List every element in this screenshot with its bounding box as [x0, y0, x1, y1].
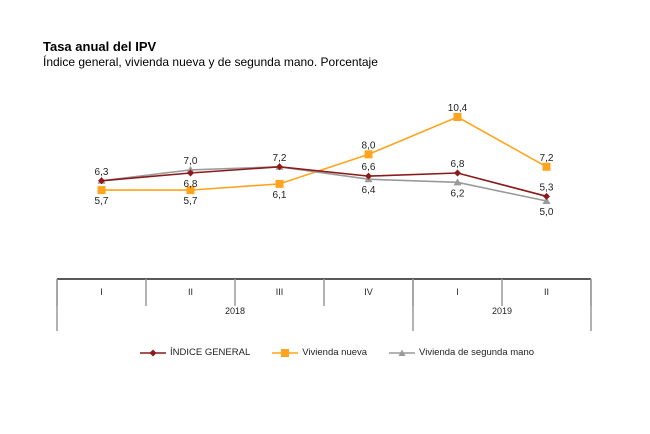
series-line	[101, 116, 547, 191]
series-line	[101, 165, 547, 202]
data-point	[454, 169, 461, 177]
legend-label: ÍNDICE GENERAL	[170, 347, 251, 358]
data-point	[186, 186, 195, 195]
legend-label: Vivienda nueva	[302, 347, 368, 358]
data-point	[364, 150, 373, 159]
data-point	[187, 169, 194, 177]
x-tick-label: I	[456, 287, 459, 297]
legend: ÍNDICE GENERAL Vivienda nueva Vivienda de …	[140, 347, 556, 358]
data-point	[453, 178, 462, 186]
data-label: 6,1	[273, 190, 287, 201]
data-label: 6,8	[184, 179, 198, 190]
chart-title: Tasa anual del IPV	[43, 39, 157, 54]
x-tick-label: III	[276, 287, 284, 297]
legend-item: Vivienda de segunda mano	[389, 347, 534, 358]
year-label: 2019	[492, 306, 512, 316]
legend-marker-icon	[389, 349, 416, 356]
data-point	[186, 165, 195, 173]
legend-marker-icon	[272, 348, 299, 357]
data-point	[542, 162, 551, 171]
data-label: 8,0	[362, 140, 376, 151]
data-point	[98, 177, 105, 185]
data-label: 7,2	[540, 153, 554, 164]
data-label: 6,4	[362, 185, 376, 196]
year-label: 2018	[225, 306, 245, 316]
legend-marker-icon	[140, 349, 166, 356]
legend-item: ÍNDICE GENERAL	[140, 347, 250, 358]
series-line	[101, 165, 547, 198]
data-point	[542, 197, 551, 204]
x-tick-label: IV	[364, 287, 373, 297]
data-point	[276, 163, 283, 171]
x-tick-label: I	[100, 287, 103, 297]
data-label: 6,6	[362, 162, 376, 173]
data-label: 5,7	[95, 196, 109, 207]
x-tick-label: II	[188, 287, 193, 297]
data-label: 6,2	[451, 188, 465, 199]
data-label: 5,3	[540, 182, 554, 193]
data-label: 6,3	[95, 167, 109, 178]
data-point	[97, 186, 106, 195]
legend-label: Vivienda de segunda mano	[419, 347, 535, 358]
data-label: 10,4	[448, 103, 468, 114]
data-point	[365, 172, 372, 180]
data-label: 5,0	[540, 207, 554, 218]
data-point	[453, 113, 462, 121]
chart-subtitle: Índice general, vivienda nueva y de segu…	[43, 55, 378, 69]
data-label: 5,7	[184, 196, 198, 207]
data-point	[275, 179, 284, 188]
data-label: 7,2	[273, 153, 287, 164]
data-label: 7,0	[184, 156, 198, 167]
data-label: 6,8	[451, 159, 465, 170]
x-tick-label: II	[544, 287, 549, 297]
legend-item: Vivienda nueva	[272, 347, 367, 358]
data-point	[543, 192, 550, 200]
